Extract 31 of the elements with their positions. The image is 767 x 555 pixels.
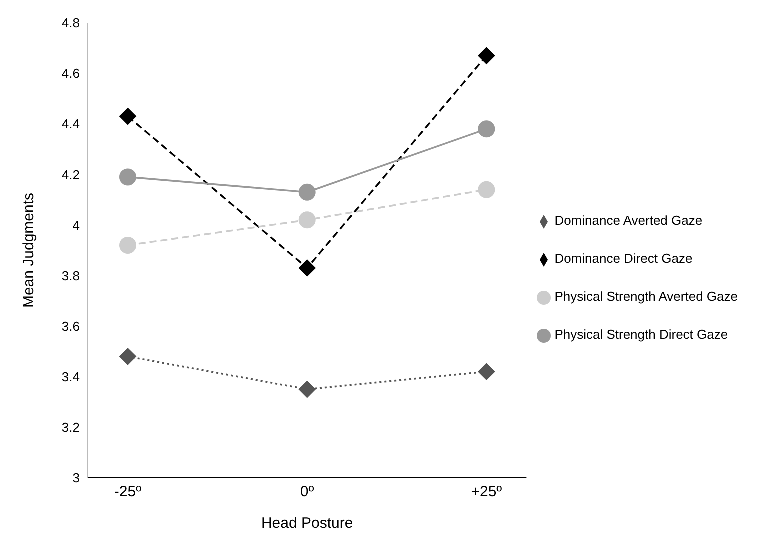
point [478, 120, 496, 138]
y-tick-label: 4.4 [62, 116, 80, 132]
y-tick-label: 3 [72, 470, 80, 486]
legend-label: Physical Strength Averted Gaze [554, 289, 738, 304]
legend-label: Dominance Direct Gaze [554, 251, 693, 266]
legend-label: Dominance Averted Gaze [554, 213, 703, 228]
y-tick-label: 3.4 [62, 370, 80, 385]
y-tick-label: 3.6 [62, 318, 80, 334]
y-tick-label: 3.8 [62, 268, 80, 284]
y-tick-label: 4.6 [62, 66, 80, 82]
y-tick-label: 4.2 [62, 167, 80, 182]
y-tick-label: 4 [72, 218, 80, 233]
point [298, 381, 316, 398]
legend-label: Physical Strength Direct Gaze [554, 327, 728, 342]
point [298, 184, 316, 201]
point [120, 108, 136, 126]
point [478, 181, 496, 198]
x-tick-label: 0º [300, 484, 315, 501]
point [120, 348, 136, 366]
x-axis-title: Head Posture [261, 515, 354, 532]
point [478, 363, 496, 380]
x-tick-label: -25º [114, 484, 142, 501]
y-tick-label: 3.2 [62, 420, 80, 436]
point [298, 260, 316, 277]
point [120, 168, 136, 186]
point [298, 212, 316, 229]
x-tick-label: +25º [471, 484, 503, 501]
y-axis-title: Mean Judgments [20, 192, 38, 308]
point [478, 47, 496, 64]
point [120, 236, 136, 254]
y-tick-label: 4.8 [62, 16, 80, 31]
